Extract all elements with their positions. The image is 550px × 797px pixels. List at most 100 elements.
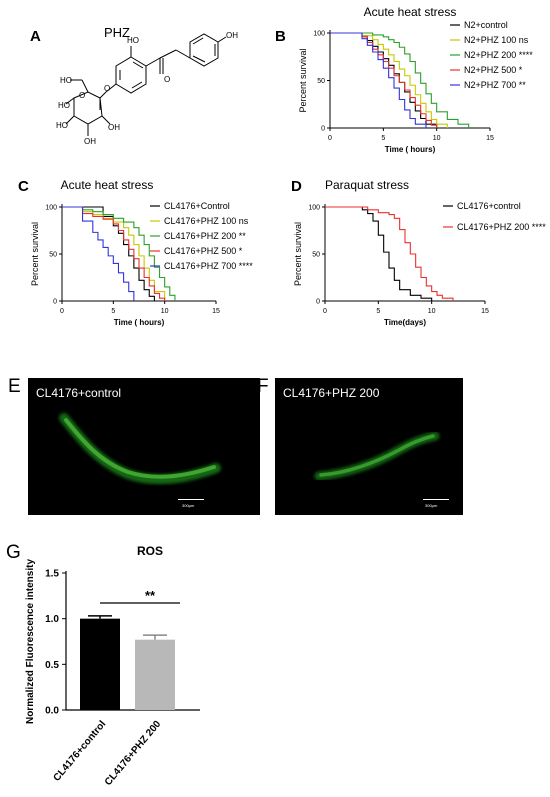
x-tick-label: 5 (381, 135, 385, 142)
panel-label-g: G (6, 542, 21, 563)
svg-text:O: O (79, 91, 85, 100)
x-tick-label: 10 (433, 135, 441, 142)
chart-title: Paraquat stress (325, 178, 409, 192)
legend-label: N2+PHZ 700 ** (464, 80, 526, 90)
survival-chart-b: Acute heat stress 0 5 10 15 0 50 100 Time ( hour… (298, 5, 533, 154)
x-tick-label: 10 (161, 308, 169, 315)
panel-label-c: C (18, 178, 29, 195)
panel-label-f: F (257, 376, 269, 397)
y-axis-label: Percent survival (30, 222, 40, 286)
ros-bar-chart: ROS 0.0 0.5 1.0 1.5 Normalized Fluorescence i… (25, 544, 200, 788)
legend-label: CL4176+Control (164, 201, 230, 211)
x-tick-label: 0 (60, 308, 64, 315)
series-line (325, 206, 433, 301)
panel-d: D Paraquat stress 0 5 10 15 0 50 100 Time(days) P… (275, 170, 550, 330)
series-line (330, 32, 448, 128)
y-tick-label: 0 (316, 299, 320, 306)
x-axis-label: Time(days) (384, 318, 426, 327)
y-axis-label: Normalized Fluorescence intensity (25, 559, 36, 724)
y-tick-label: 1.0 (45, 614, 59, 625)
legend-label: N2+control (464, 20, 508, 30)
legend-label: CL4176+PHZ 200 ** (164, 231, 246, 241)
panel-b: B Acute heat stress 0 5 10 15 0 50 100 Time ( ho… (265, 0, 550, 170)
x-tick-label: CL4176+control (51, 719, 108, 784)
y-tick-label: 0.0 (45, 706, 59, 717)
y-tick-label: 100 (308, 205, 320, 212)
y-tick-label: 50 (312, 252, 320, 259)
x-axis-label: Time ( hours) (385, 145, 436, 154)
scale-label: 300μm (182, 503, 195, 508)
x-tick-label: 5 (111, 308, 115, 315)
svg-text:HO: HO (60, 76, 72, 85)
x-tick-label: 15 (486, 135, 494, 142)
legend-label: N2+PHZ 500 * (464, 65, 523, 75)
scale-bar (423, 499, 449, 500)
worm-image (59, 413, 221, 485)
y-tick-label: 1.5 (45, 569, 59, 580)
y-axis-label: Percent survival (298, 48, 308, 112)
panel-label-a: A (30, 28, 41, 45)
legend-label: N2+PHZ 200 **** (464, 50, 533, 60)
series-line (62, 206, 135, 301)
legend-label: CL4176+PHZ 200 **** (457, 222, 546, 232)
x-tick-label: 10 (428, 308, 436, 315)
series-line (330, 32, 470, 128)
series-line (330, 32, 427, 128)
legend-label: CL4176+PHZ 500 * (164, 246, 243, 256)
svg-text:O: O (104, 84, 110, 93)
legend-label: CL4176+PHZ 100 ns (164, 216, 249, 226)
bar (80, 618, 120, 710)
panel-label-d: D (291, 178, 302, 195)
svg-text:OH: OH (226, 31, 238, 40)
scale-label: 300μm (425, 503, 438, 508)
micrograph-caption: CL4176+control (36, 386, 122, 400)
panel-label-b: B (275, 28, 286, 45)
svg-text:OH: OH (84, 137, 96, 146)
series-line (330, 32, 438, 128)
legend-label: N2+PHZ 100 ns (464, 35, 529, 45)
worm-image (314, 431, 440, 481)
micrograph-caption: CL4176+PHZ 200 (283, 386, 380, 400)
x-tick-label: 0 (328, 135, 332, 142)
x-tick-label: 5 (376, 308, 380, 315)
legend-label: CL4176+control (457, 201, 521, 211)
chart-title: Acute heat stress (61, 178, 154, 192)
panel-g: G ROS 0.0 0.5 1.0 1.5 Normalized Fluorescence… (0, 530, 300, 797)
x-tick-label: CL4176+PHZ 200 (103, 719, 164, 788)
series-line (62, 206, 176, 301)
y-tick-label: 100 (313, 31, 325, 38)
bar (135, 639, 175, 710)
phz-structure-drawing: HO O OH O HO O HO HO OH OH (56, 31, 238, 146)
x-tick-label: 15 (481, 308, 489, 315)
significance-label: ** (145, 588, 156, 603)
x-axis-label: Time ( hours) (114, 318, 165, 327)
y-axis-label: Percent survival (293, 222, 303, 286)
micrograph-phz: CL4176+PHZ 200 300μm (275, 378, 463, 515)
y-tick-label: 50 (317, 78, 325, 85)
scale-bar (178, 499, 204, 500)
panel-c: C Acute heat stress 0 5 10 15 0 50 100 Time ( ho… (0, 170, 275, 330)
panel-a: A PHZ (0, 0, 265, 170)
x-tick-label: 15 (212, 308, 220, 315)
survival-chart-d: Paraquat stress 0 5 10 15 0 50 100 Time(days) Per… (293, 178, 546, 327)
y-tick-label: 0.5 (45, 660, 59, 671)
survival-chart-c: Acute heat stress 0 5 10 15 0 50 100 Time ( hour… (30, 178, 253, 327)
panel-label-e: E (8, 376, 21, 397)
svg-text:HO: HO (58, 101, 70, 110)
series-line (62, 206, 155, 301)
chart-title: Acute heat stress (364, 5, 457, 19)
micrograph-control: CL4176+control 300μm (28, 378, 260, 515)
svg-text:HO: HO (127, 36, 139, 45)
svg-text:OH: OH (108, 123, 120, 132)
series-line (325, 206, 454, 301)
chart-title: ROS (137, 544, 163, 558)
series-line (62, 206, 166, 301)
y-tick-label: 0 (321, 126, 325, 133)
compound-name: PHZ (104, 25, 130, 40)
svg-text:HO: HO (56, 121, 68, 130)
svg-text:O: O (164, 75, 170, 84)
x-tick-label: 0 (323, 308, 327, 315)
y-tick-label: 0 (53, 299, 57, 306)
legend-label: CL4176+PHZ 700 **** (164, 261, 253, 271)
y-tick-label: 100 (45, 205, 57, 212)
